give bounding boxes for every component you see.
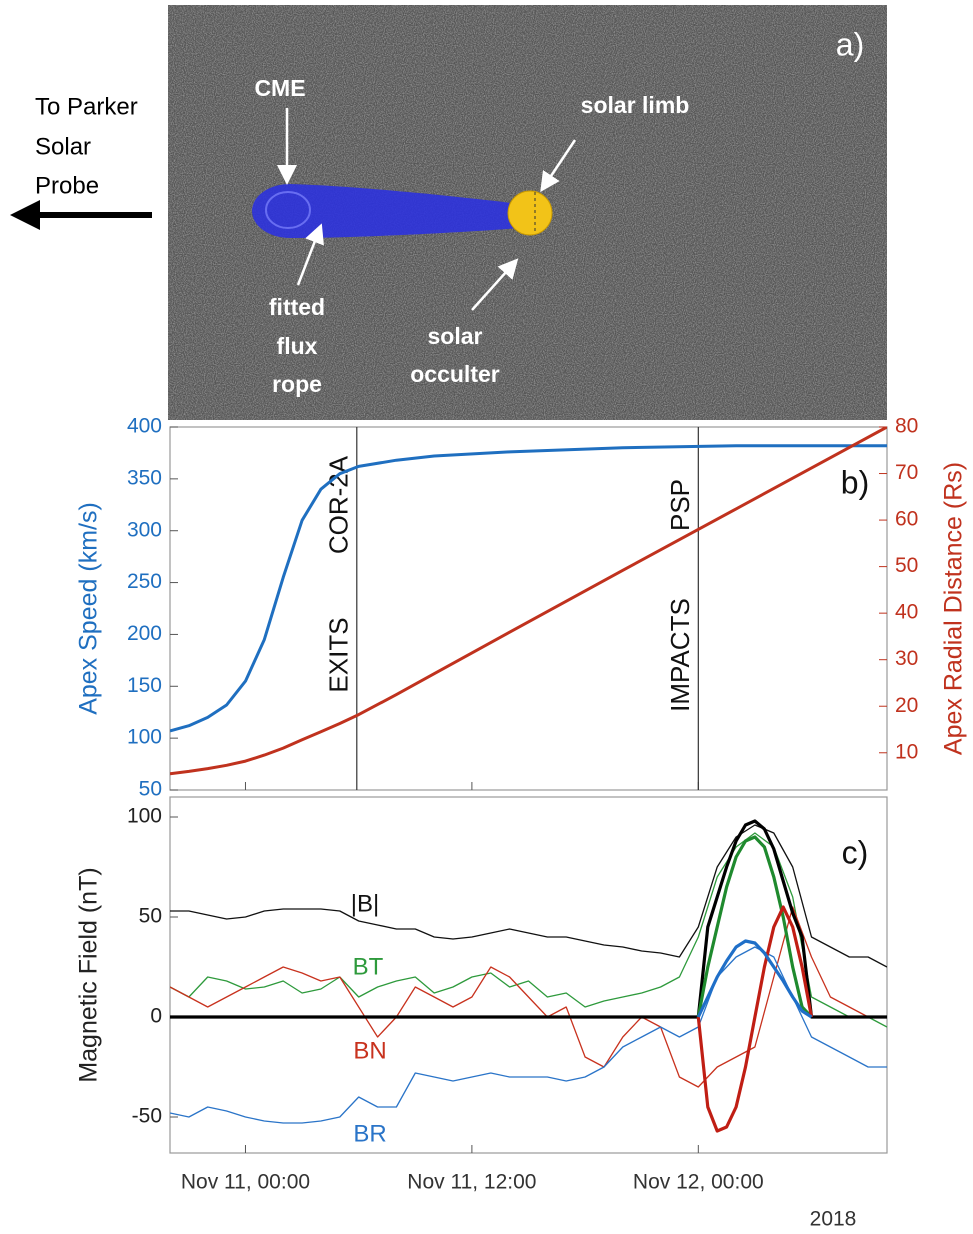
plot-frame xyxy=(169,426,888,791)
plot-lines xyxy=(170,819,887,1133)
arrow xyxy=(296,223,324,286)
y2-tick-label: 70 xyxy=(895,461,918,484)
fit-line xyxy=(170,819,887,1019)
flux-rope-front xyxy=(265,191,311,229)
series-line xyxy=(170,444,887,733)
label: rope xyxy=(272,371,322,397)
direction-label: Solar xyxy=(35,133,91,160)
y2-axis-title: Apex Radial Distance (Rs) xyxy=(940,462,968,755)
y-tick-label: 350 xyxy=(127,466,162,489)
fit-line xyxy=(696,939,813,1019)
label: CME xyxy=(254,75,305,101)
series-name: BN xyxy=(353,1037,386,1064)
y2-tick-label: 20 xyxy=(895,694,918,717)
series-line xyxy=(170,832,887,1028)
y2-tick-label: 30 xyxy=(895,647,918,670)
event-label: PSP xyxy=(665,479,695,531)
y2-tick-label: 60 xyxy=(895,508,918,531)
x-note: 2018 xyxy=(810,1208,857,1231)
fit-line xyxy=(696,905,814,1133)
label: solar limb xyxy=(581,92,690,118)
label: flux xyxy=(277,333,318,359)
series-line xyxy=(170,427,887,776)
y-tick-label: 150 xyxy=(127,674,162,697)
label: solar xyxy=(428,323,483,349)
y-tick-label: 400 xyxy=(127,415,162,438)
y-tick-label: 200 xyxy=(127,622,162,645)
y-axis-title: Apex Speed (km/s) xyxy=(75,502,103,715)
plot-lines xyxy=(170,427,887,776)
y-axis-title: Magnetic Field (nT) xyxy=(75,867,103,1082)
y-tick-label: 0 xyxy=(150,1005,162,1028)
y-tick-label: 300 xyxy=(127,518,162,541)
y2-tick-label: 80 xyxy=(895,415,918,438)
y-tick-label: 100 xyxy=(127,726,162,749)
direction-label: To Parker xyxy=(35,93,138,120)
panel-label: b) xyxy=(841,464,869,500)
series-name: BT xyxy=(353,953,384,980)
x-tick-label: Nov 11, 12:00 xyxy=(407,1171,536,1194)
series-line xyxy=(170,824,887,968)
direction-label: Probe xyxy=(35,172,99,199)
panel-label: a) xyxy=(836,26,864,62)
event-label: IMPACTS xyxy=(665,598,695,712)
label: occulter xyxy=(410,361,500,387)
y2-tick-label: 10 xyxy=(895,740,918,763)
series-line xyxy=(170,906,887,1088)
series-name: |B| xyxy=(351,890,379,917)
y-tick-label: 50 xyxy=(139,778,162,801)
fit-line xyxy=(696,835,813,1019)
y2-tick-label: 50 xyxy=(895,554,918,577)
arrow xyxy=(540,139,577,193)
image-panel: CME solar limb fitted flux rope solar oc… xyxy=(168,5,887,420)
sun xyxy=(507,190,553,236)
y2-tick-label: 40 xyxy=(895,601,918,624)
y-tick-label: 100 xyxy=(127,805,162,828)
y-tick-label: -50 xyxy=(132,1105,162,1128)
panel-label: c) xyxy=(842,834,869,870)
label: fitted xyxy=(269,294,325,320)
event-label: EXITS xyxy=(324,617,354,692)
series-name: BR xyxy=(353,1120,386,1147)
y-tick-label: 250 xyxy=(127,570,162,593)
x-tick-label: Nov 12, 00:00 xyxy=(633,1171,764,1194)
y-tick-label: 50 xyxy=(139,905,162,928)
x-tick-label: Nov 11, 00:00 xyxy=(181,1171,310,1194)
arrow xyxy=(471,258,519,311)
